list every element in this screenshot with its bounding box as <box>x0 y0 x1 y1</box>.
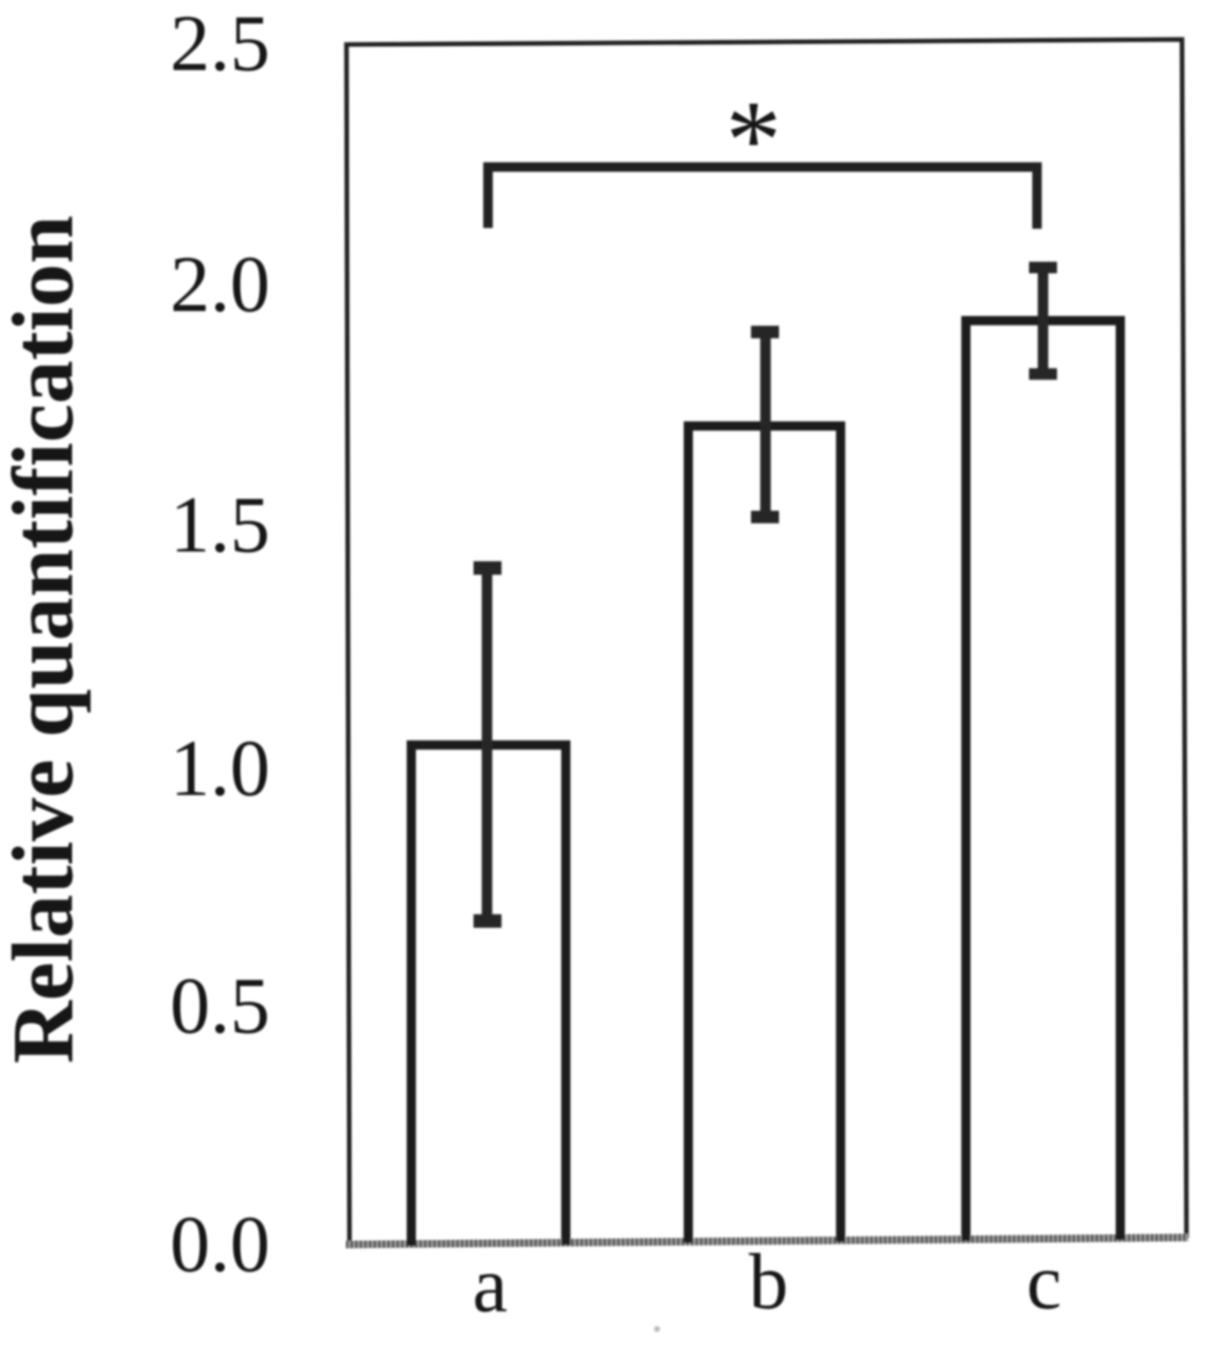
svg-text:a: a <box>472 1242 507 1329</box>
svg-text:1.0: 1.0 <box>170 725 270 813</box>
svg-text:*: * <box>726 79 782 203</box>
svg-text:1.5: 1.5 <box>170 482 270 570</box>
svg-text:Relative quantification: Relative quantification <box>0 215 91 1063</box>
svg-text:2.0: 2.0 <box>170 241 270 329</box>
svg-text:2.5: 2.5 <box>170 0 270 88</box>
svg-text:c: c <box>1026 1239 1061 1326</box>
svg-text:b: b <box>749 1239 789 1326</box>
svg-text:0.5: 0.5 <box>170 963 270 1051</box>
svg-text:0.0: 0.0 <box>170 1201 270 1289</box>
